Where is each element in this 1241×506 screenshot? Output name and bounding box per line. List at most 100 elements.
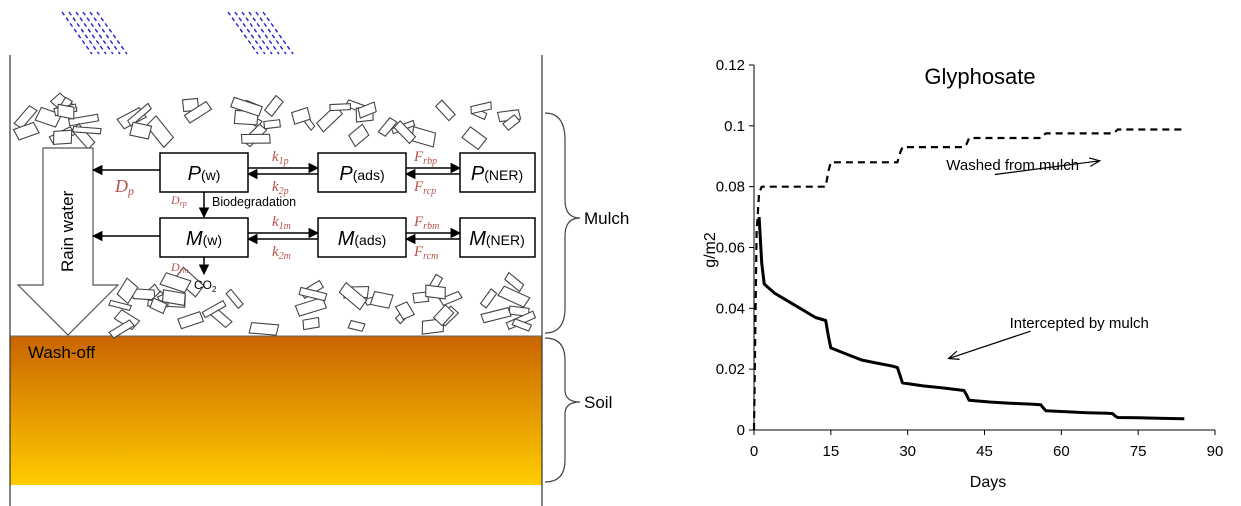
mulch-flake [229, 96, 264, 117]
mulch-flake [108, 299, 133, 312]
y-tick-label: 0 [737, 422, 745, 439]
label-k1m: k1m [272, 214, 291, 232]
mulch-flake [240, 133, 271, 144]
rain-dash [61, 11, 93, 55]
label-drp: Drp [170, 193, 187, 208]
x-tick-label: 45 [976, 443, 993, 460]
label-k2m: k2m [272, 244, 291, 262]
mulch-flake [302, 316, 320, 331]
annotation-label: Intercepted by mulch [1010, 315, 1149, 332]
label-drm: Drm [170, 260, 189, 275]
rain-dash [248, 11, 280, 55]
box-p-ner: P(NER) [459, 152, 536, 193]
annotation-label: Washed from mulch [946, 157, 1079, 174]
glyphosate-chart: Glyphosate 0 0.02 0.04 0.06 0.08 0.1 0.12 0 15 3… [702, 57, 1223, 491]
mulch-flake [67, 113, 100, 127]
box-m-ner: M(NER) [459, 217, 536, 258]
mulch-flake [329, 103, 352, 112]
mulch-flake [501, 114, 521, 131]
box-p-water: P(w) [159, 152, 249, 193]
mulch-flake [434, 99, 456, 122]
label-frcm: Frcm [413, 244, 438, 262]
rain-dash [255, 11, 287, 55]
mulch-flake [263, 119, 282, 130]
plot-area [752, 128, 1185, 431]
mulch-flake [461, 126, 488, 151]
series-washed-line [752, 128, 1185, 431]
y-tick-label: 0.06 [716, 240, 745, 257]
box-m-adsorbed: M(ads) [317, 217, 407, 258]
x-axis-ticks: 0 15 30 45 60 75 90 [750, 430, 1223, 460]
svg-text:P(w): P(w) [188, 163, 221, 185]
svg-text:M(w): M(w) [186, 228, 222, 250]
mulch-flake [108, 319, 136, 339]
mulch-flake [357, 101, 377, 119]
mulch-flake [145, 114, 175, 149]
box-m-water: M(w) [159, 217, 249, 258]
annotation-arrowhead [1088, 157, 1102, 167]
y-tick-label: 0.12 [716, 57, 745, 74]
mulch-flake [177, 311, 205, 330]
rain-dash [234, 11, 266, 55]
mulch-flake [116, 277, 139, 305]
mulch-flake [480, 307, 512, 324]
chart-annotations: Washed from mulch Intercepted by mulch [946, 157, 1149, 360]
mulch-flake [127, 102, 152, 127]
mulch-flake [290, 106, 312, 125]
mulch-flake [393, 120, 417, 145]
svg-text:P(ads): P(ads) [339, 163, 384, 185]
mulch-flake [470, 101, 492, 115]
mulch-flake [377, 117, 398, 137]
x-tick-label: 30 [899, 443, 916, 460]
y-axis-label: g/m2 [702, 232, 719, 268]
wash-off-label: Wash-off [28, 343, 95, 362]
soil-label: Soil [584, 393, 612, 412]
y-tick-label: 0.1 [724, 118, 745, 135]
label-k2p: k2p [272, 179, 289, 197]
label-frbp: Frbp [413, 149, 437, 167]
annotation-arrowhead [947, 350, 960, 360]
mulch-flake [425, 284, 446, 300]
mulch-flake [183, 100, 213, 124]
rain-dash [82, 11, 114, 55]
y-tick-label: 0.04 [716, 300, 745, 317]
mulch-flake [225, 288, 244, 310]
svg-text:P(NER): P(NER) [471, 163, 523, 185]
rain-dash [96, 11, 128, 55]
annotation-pointer [948, 330, 1031, 360]
mulch-flake [497, 285, 531, 308]
mulch-flake [432, 304, 455, 327]
mulch-flake [511, 318, 533, 332]
box-p-adsorbed: P(ads) [317, 152, 407, 193]
mulch-flake [508, 305, 530, 317]
rain-water-label: Rain water [58, 190, 77, 272]
mulch-flake [348, 123, 370, 148]
mulch-flake [298, 286, 328, 302]
mulch-flake [201, 299, 227, 319]
mulch-flake [12, 121, 40, 141]
x-tick-label: 0 [750, 443, 758, 460]
mulch-flake [248, 322, 280, 336]
mulch-flake [159, 272, 192, 294]
mulch-flake [347, 319, 366, 332]
y-tick-label: 0.02 [716, 361, 745, 378]
mulch-flake [438, 290, 463, 307]
mulch-brace [544, 112, 581, 334]
y-axis-ticks: 0 0.02 0.04 0.06 0.08 0.1 0.12 [716, 57, 754, 439]
mulch-flake [52, 129, 73, 145]
chart-title: Glyphosate [924, 64, 1035, 89]
mulch-flakes-bottom [108, 266, 537, 339]
rainfall-dashes [61, 11, 294, 55]
svg-text:M(NER): M(NER) [469, 228, 525, 250]
mulch-flake [161, 289, 186, 307]
y-tick-label: 0.08 [716, 179, 745, 196]
x-tick-label: 75 [1130, 443, 1147, 460]
co2-label: CO2 [194, 278, 217, 294]
mulch-flake [479, 288, 498, 309]
label-dp: Dp [114, 176, 134, 198]
series-intercepted-line [757, 217, 1185, 421]
biodegradation-label: Biodegradation [212, 195, 296, 209]
mulch-flake [149, 297, 168, 315]
mulch-flakes-top [12, 92, 522, 151]
label-frbm: Frbm [413, 214, 439, 232]
